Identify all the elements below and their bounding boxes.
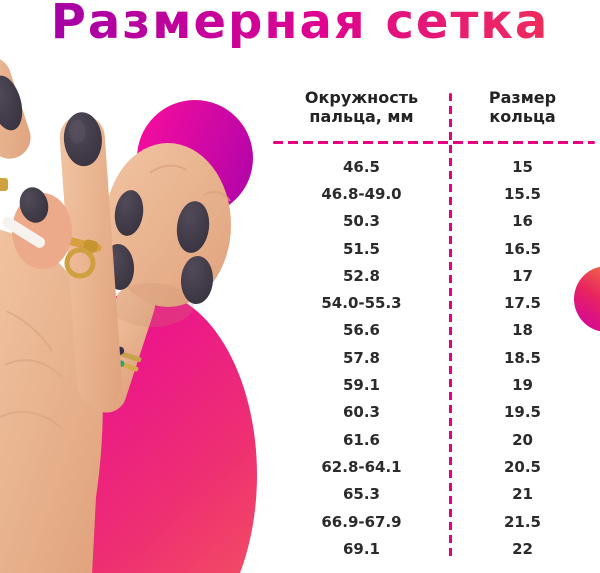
hand-illustration-svg [0, 56, 257, 573]
ring-size-cell: 22 [512, 539, 533, 558]
circumference-cell: 50.3 [342, 212, 380, 231]
ring-size-cell: 19 [512, 376, 533, 395]
horizontal-dashed-divider [273, 141, 595, 144]
white-ring-band [2, 216, 46, 248]
ring-size-cell: 21 [512, 485, 533, 504]
size-row: 66.9-67.9 21.5 [273, 508, 595, 535]
circumference-cell: 61.6 [342, 430, 380, 449]
vertical-dashed-divider [449, 93, 452, 560]
ring-size-cell: 16.5 [503, 239, 541, 258]
size-row: 59.1 19 [273, 371, 595, 398]
ring-size-cell: 18.5 [503, 348, 541, 367]
circumference-cell: 62.8-64.1 [321, 457, 402, 476]
table-body: 46.5 15 46.8-49.0 15.5 50.3 16 51.5 16.5 52.… [273, 153, 595, 562]
circumference-cell: 66.9-67.9 [321, 512, 402, 531]
ring-size-cell: 20 [512, 430, 533, 449]
ring-size-cell: 17.5 [503, 294, 541, 313]
circumference-cell: 60.3 [342, 403, 380, 422]
ring-size-cell: 19.5 [503, 403, 541, 422]
ring-size-cell: 20.5 [503, 457, 541, 476]
size-row: 46.8-49.0 15.5 [273, 180, 595, 207]
size-row: 69.1 22 [273, 535, 595, 562]
size-row: 52.8 17 [273, 262, 595, 289]
size-row: 61.6 20 [273, 426, 595, 453]
edge-finger-nail [0, 75, 23, 131]
size-row: 62.8-64.1 20.5 [273, 453, 595, 480]
edge-finger [0, 56, 31, 159]
charm-ring-circle [64, 247, 96, 279]
thin-gold-band [0, 178, 8, 191]
circumference-cell: 51.5 [342, 239, 380, 258]
size-row: 54.0-55.3 17.5 [273, 289, 595, 316]
hand-photo [0, 55, 270, 573]
ring-size-cell: 16 [512, 212, 533, 231]
pinky-finger-nail-lower [180, 256, 214, 304]
size-row: 56.6 18 [273, 317, 595, 344]
size-row: 46.5 15 [273, 153, 595, 180]
ring-size-cell: 15.5 [503, 184, 541, 203]
pinky-finger-nail-upper [176, 201, 210, 253]
circumference-cell: 59.1 [342, 376, 380, 395]
ring-size-cell: 21.5 [503, 512, 541, 531]
circumference-cell: 52.8 [342, 266, 380, 285]
size-row: 51.5 16.5 [273, 235, 595, 262]
ring-size-table: Окружность пальца, мм Размер кольца 46.5… [273, 85, 595, 565]
size-row: 60.3 19.5 [273, 399, 595, 426]
size-row: 50.3 16 [273, 208, 595, 235]
circumference-cell: 56.6 [342, 321, 380, 340]
circumference-cell: 65.3 [342, 485, 380, 504]
thumb-nail [19, 187, 49, 223]
circumference-cell: 46.8-49.0 [321, 184, 402, 203]
page-title: Размерная сетка [0, 0, 600, 50]
circumference-cell: 69.1 [342, 539, 380, 558]
circumference-cell: 54.0-55.3 [321, 294, 402, 313]
middle-finger-nail [114, 190, 144, 236]
column-header-circumference: Окружность пальца, мм [304, 88, 419, 126]
ring-size-cell: 15 [512, 157, 533, 176]
circumference-cell: 57.8 [342, 348, 380, 367]
table-header-row: Окружность пальца, мм Размер кольца [273, 88, 595, 126]
index-finger-nail [63, 112, 102, 167]
size-row: 57.8 18.5 [273, 344, 595, 371]
column-header-ring-size: Размер кольца [488, 88, 557, 126]
circumference-cell: 46.5 [342, 157, 380, 176]
ring-size-cell: 17 [512, 266, 533, 285]
size-row: 65.3 21 [273, 481, 595, 508]
ring-size-cell: 18 [512, 321, 533, 340]
